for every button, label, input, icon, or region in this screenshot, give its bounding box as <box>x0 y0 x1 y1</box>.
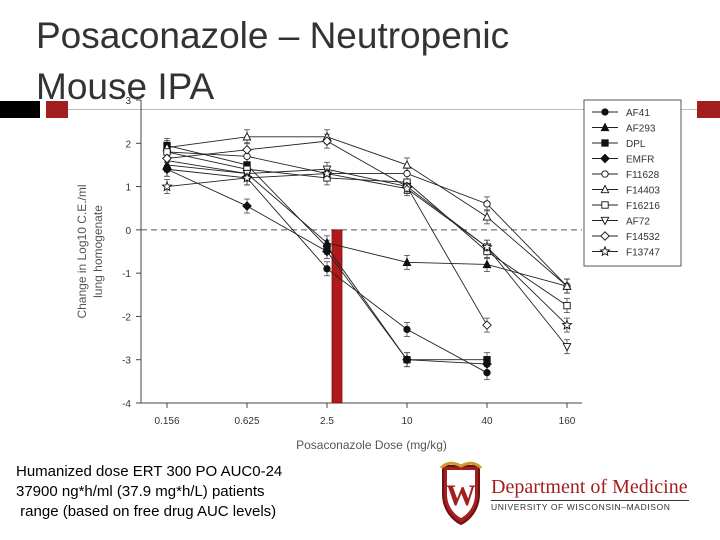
legend-label: AF72 <box>626 217 650 228</box>
series-line-f14403 <box>166 136 568 287</box>
data-point-f11628 <box>483 200 491 208</box>
data-point-f14532 <box>162 153 172 164</box>
legend-label: EMFR <box>626 155 654 166</box>
crest-icon: W <box>439 461 483 526</box>
data-point-f13747 <box>481 241 493 252</box>
x-tick-label: 10 <box>401 416 413 427</box>
y-tick-label: -3 <box>122 356 131 367</box>
data-point-af72 <box>562 343 572 352</box>
series-line-f11628 <box>166 151 568 287</box>
slide-title: Posaconazole – Neutropenic Mouse IPA <box>36 15 510 107</box>
logo-divider <box>491 500 689 501</box>
data-point-emfr <box>402 354 412 365</box>
series-line-f16216 <box>166 151 568 306</box>
data-point-emfr <box>242 201 252 211</box>
legend-marker <box>600 216 610 226</box>
data-point-f14403 <box>242 131 252 141</box>
y-axis-label: Change in Log10 C.E./ml <box>75 184 89 318</box>
legend-label: F11628 <box>626 170 660 181</box>
series-line-f13747 <box>166 173 568 326</box>
y-axis-label: lung homogenate <box>91 205 105 298</box>
legend-label: F13747 <box>626 248 660 259</box>
data-point-f11628 <box>403 169 411 178</box>
x-tick-label: 40 <box>481 416 493 427</box>
data-point-f14532 <box>322 136 332 146</box>
legend-label: F14403 <box>626 186 660 197</box>
y-tick-label: -4 <box>122 399 131 410</box>
data-point-f13747 <box>161 180 173 192</box>
legend-marker <box>600 231 610 241</box>
x-tick-label: 0.625 <box>234 416 259 427</box>
data-point-emfr <box>162 164 172 175</box>
x-tick-label: 2.5 <box>320 416 334 427</box>
legend-label: AF41 <box>626 108 650 119</box>
data-point-f13747 <box>561 319 573 330</box>
series-line-af293 <box>166 164 568 287</box>
legend-marker <box>600 153 610 164</box>
y-tick-label: -1 <box>122 269 131 280</box>
title-bar-decoration-left <box>0 101 40 118</box>
y-tick-label: 3 <box>125 96 131 107</box>
legend-label: F16216 <box>626 201 660 212</box>
data-point-emfr <box>482 359 492 369</box>
title-underline <box>68 109 697 110</box>
data-point-af41 <box>323 265 331 273</box>
y-tick-label: 2 <box>125 139 131 150</box>
legend-label: F14532 <box>626 232 660 243</box>
legend-marker <box>601 108 609 116</box>
legend-marker <box>600 184 610 194</box>
caption: Humanized dose ERT 300 PO AUC0-24 37900 … <box>16 462 396 522</box>
y-tick-label: 1 <box>125 183 131 194</box>
title-bar-decoration-red <box>46 101 68 118</box>
data-point-f13747 <box>241 171 253 183</box>
data-point-af41 <box>403 325 411 334</box>
title-bar-decoration-right <box>697 101 720 118</box>
legend-marker <box>601 201 609 209</box>
university-name: UNIVERSITY OF WISCONSIN–MADISON <box>491 502 671 512</box>
department-name: Department of Medicine <box>491 476 688 498</box>
caption-line: 37900 ng*h/ml (37.9 mg*h/L) patients <box>16 483 265 500</box>
reference-bar <box>331 229 343 404</box>
legend-marker <box>599 245 611 257</box>
data-point-af293 <box>482 259 492 269</box>
data-point-f14532 <box>242 144 252 155</box>
x-axis-label: Posaconazole Dose (mg/kg) <box>296 438 447 452</box>
y-tick-label: 0 <box>125 226 131 237</box>
data-point-af41 <box>483 369 491 377</box>
data-point-f13747 <box>321 167 333 179</box>
crest-letter: W <box>446 479 476 512</box>
data-point-f14403 <box>402 159 412 169</box>
data-point-f14532 <box>482 320 492 330</box>
data-point-f14403 <box>562 281 572 290</box>
legend-marker <box>600 122 610 132</box>
data-point-f14403 <box>482 211 492 221</box>
caption-line: Humanized dose ERT 300 PO AUC0-24 <box>16 463 283 480</box>
y-tick-label: -2 <box>122 312 131 323</box>
legend-marker <box>601 139 609 147</box>
data-point-f16216 <box>563 301 571 310</box>
data-point-af293 <box>402 257 412 266</box>
caption-line: range (based on free drug AUC levels) <box>16 503 277 520</box>
legend-label: DPL <box>626 139 646 150</box>
series-line-af72 <box>166 160 568 348</box>
data-point-f13747 <box>401 182 413 194</box>
data-point-emfr <box>322 246 332 257</box>
x-tick-label: 0.156 <box>154 416 179 427</box>
department-logo: W Department of Medicine UNIVERSITY OF W… <box>433 458 713 530</box>
legend-marker <box>601 170 609 178</box>
legend-label: AF293 <box>626 124 656 135</box>
x-tick-label: 160 <box>559 416 576 427</box>
